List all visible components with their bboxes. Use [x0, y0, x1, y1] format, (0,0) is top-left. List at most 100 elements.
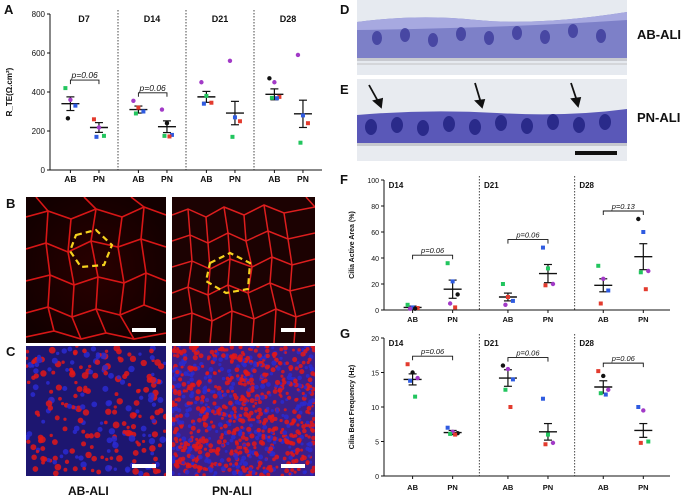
- fluor-speck: [256, 415, 261, 420]
- fluor-speck: [107, 465, 113, 471]
- fluor-speck: [143, 386, 150, 393]
- fluor-speck: [72, 466, 78, 472]
- fluor-speck: [296, 437, 302, 443]
- fluor-speck: [172, 377, 177, 382]
- fluor-speck: [306, 360, 310, 365]
- fluor-speck: [300, 442, 304, 446]
- cell-outline-dash: [68, 228, 114, 269]
- y-axis-label: Cilia Beat Frequency (Hz): [349, 365, 356, 449]
- fluor-speck: [63, 417, 67, 421]
- fluor-speck: [184, 469, 190, 475]
- fluor-speck: [181, 381, 187, 387]
- fluor-speck: [200, 406, 207, 412]
- data-point: [500, 363, 506, 368]
- data-point: [101, 133, 106, 138]
- fluor-speck: [258, 411, 264, 417]
- fluor-speck: [190, 371, 195, 376]
- fluor-speck: [26, 439, 31, 444]
- fluor-speck: [285, 361, 289, 365]
- group-label: D14: [144, 14, 161, 24]
- data-point: [596, 263, 601, 268]
- data-point: [65, 116, 71, 121]
- fluor-speck: [135, 409, 140, 414]
- fluor-speck: [198, 353, 204, 359]
- fluor-speck: [311, 347, 315, 353]
- fluor-speck: [198, 443, 204, 449]
- fluor-speck: [243, 369, 248, 375]
- y-tick-label: 20: [371, 336, 379, 343]
- fluor-speck: [69, 370, 75, 376]
- fluor-speck: [154, 409, 161, 416]
- fluor-speck: [237, 470, 243, 476]
- data-point: [643, 287, 648, 292]
- fluor-speck: [157, 397, 164, 403]
- fluor-speck: [92, 372, 99, 379]
- fluor-speck: [62, 426, 68, 432]
- pn-ali-membrane-svg: [172, 197, 315, 343]
- fluor-speck: [288, 364, 294, 371]
- fluor-speck: [137, 388, 141, 393]
- fluor-speck: [178, 377, 183, 382]
- fluor-speck: [208, 467, 214, 473]
- fluor-speck: [192, 355, 198, 361]
- fluor-speck: [233, 410, 237, 414]
- fluor-speck: [46, 381, 50, 385]
- significance-bracket: [412, 355, 454, 361]
- fluor-speck: [122, 373, 128, 380]
- fluor-speck: [282, 430, 288, 436]
- fluor-speck: [268, 446, 274, 452]
- data-point: [453, 432, 458, 437]
- fluor-speck: [108, 428, 115, 435]
- fluor-speck: [181, 348, 187, 354]
- fluor-speck: [206, 388, 211, 393]
- fluor-speck: [249, 377, 254, 383]
- fluor-speck: [245, 355, 251, 361]
- fluor-speck: [112, 421, 120, 429]
- fluor-speck: [181, 461, 185, 465]
- fluor-speck: [192, 366, 198, 372]
- fluor-speck: [197, 429, 201, 433]
- fluor-speck: [179, 442, 183, 446]
- scale-bar: [132, 464, 156, 468]
- fluor-speck: [252, 368, 257, 374]
- fluor-speck: [258, 454, 264, 460]
- fluor-speck: [35, 449, 40, 454]
- panel-label-b: B: [6, 196, 16, 211]
- fluor-speck: [248, 455, 252, 459]
- data-point: [68, 97, 73, 103]
- x-category-label: AB: [64, 174, 76, 184]
- fluor-speck: [113, 405, 117, 409]
- data-point: [510, 377, 515, 382]
- fluor-speck: [298, 410, 303, 415]
- fluor-speck: [135, 440, 139, 444]
- fluor-speck: [172, 421, 176, 426]
- fluor-speck: [292, 409, 297, 415]
- fluor-speck: [75, 455, 79, 459]
- fluor-speck: [82, 409, 90, 416]
- fluor-speck: [85, 451, 92, 459]
- fluor-speck: [180, 365, 184, 369]
- fluor-speck: [222, 392, 228, 397]
- fluor-speck: [73, 393, 78, 399]
- fluor-speck: [280, 473, 285, 476]
- fluor-speck: [200, 394, 205, 400]
- fluor-speck: [295, 397, 299, 401]
- chart-g-cilia-frequency: 0 5 10 15 20 Cilia Beat Frequency (Hz) D14 AB PN…: [349, 334, 670, 492]
- fluor-speck: [226, 389, 230, 394]
- fluor-speck: [229, 360, 234, 364]
- data-point: [201, 101, 206, 106]
- fluor-speck: [241, 395, 246, 400]
- fluor-speck: [172, 471, 175, 476]
- fluor-speck: [175, 383, 182, 389]
- fluor-speck: [174, 454, 178, 458]
- x-category-label: AB: [598, 315, 609, 324]
- fluor-speck: [240, 406, 244, 410]
- fluor-speck: [157, 443, 162, 448]
- fluor-speck: [242, 358, 246, 362]
- fluor-speck: [269, 372, 274, 376]
- fluor-speck: [178, 413, 184, 418]
- fluor-speck: [200, 401, 204, 405]
- fluor-speck: [173, 406, 179, 412]
- fluor-speck: [248, 467, 253, 471]
- fluor-speck: [224, 405, 228, 410]
